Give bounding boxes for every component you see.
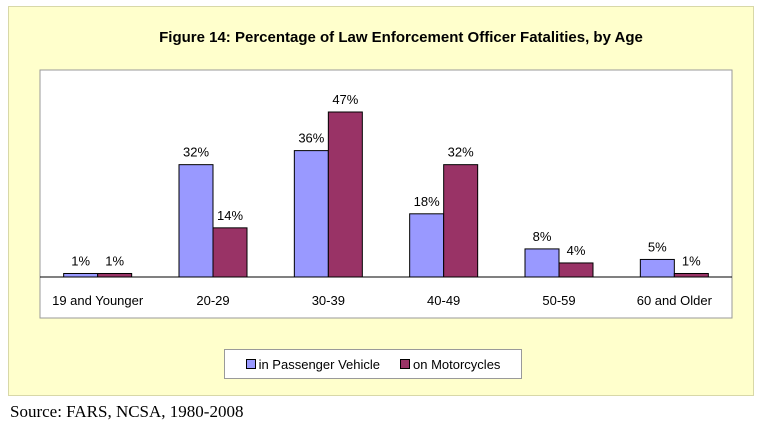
bar-motorcycles-0 — [97, 272, 133, 278]
chart-title: Figure 14: Percentage of Law Enforcement… — [159, 29, 643, 46]
bar-passenger-vehicle-4 — [524, 248, 560, 278]
data-label-motorcycles-2: 47% — [332, 92, 358, 107]
legend-swatch-motorcycles — [400, 359, 410, 369]
bar-motorcycles-2 — [327, 111, 363, 278]
data-label-passenger-vehicle-2: 36% — [298, 131, 324, 146]
bar-passenger-vehicle-5 — [639, 258, 675, 278]
source-note: Source: FARS, NCSA, 1980-2008 — [10, 402, 244, 421]
plot-area — [39, 69, 733, 319]
data-label-motorcycles-0: 1% — [105, 253, 124, 268]
bar-passenger-vehicle-0 — [63, 272, 99, 278]
x-tick-label-1: 20-29 — [196, 293, 229, 308]
bar-motorcycles-4 — [558, 262, 594, 278]
bar-passenger-vehicle-2 — [293, 150, 329, 278]
data-label-passenger-vehicle-3: 18% — [414, 194, 440, 209]
x-tick-label-2: 30-39 — [312, 293, 345, 308]
bar-passenger-vehicle-3 — [409, 213, 445, 278]
data-label-motorcycles-1: 14% — [217, 208, 243, 223]
bar-motorcycles-3 — [443, 164, 479, 278]
x-tick-label-4: 50-59 — [542, 293, 575, 308]
x-tick-label-3: 40-49 — [427, 293, 460, 308]
legend-swatch-passenger-vehicle — [245, 359, 256, 369]
bar-motorcycles-5 — [673, 272, 709, 278]
legend-item-motorcycles: on Motorcycles — [400, 357, 500, 372]
data-label-motorcycles-5: 1% — [682, 253, 701, 268]
data-label-passenger-vehicle-5: 5% — [648, 239, 667, 254]
data-label-motorcycles-4: 4% — [567, 243, 586, 258]
legend-item-passenger-vehicle: in Passenger Vehicle — [245, 356, 380, 372]
data-label-passenger-vehicle-4: 8% — [533, 229, 552, 244]
data-label-motorcycles-3: 32% — [448, 145, 474, 160]
data-label-passenger-vehicle-1: 32% — [183, 145, 209, 160]
x-tick-label-0: 19 and Younger — [52, 293, 144, 308]
bar-motorcycles-1 — [212, 227, 248, 278]
legend-label-motorcycles: on Motorcycles — [413, 356, 501, 372]
legend-label-passenger-vehicle: in Passenger Vehicle — [258, 356, 380, 372]
x-tick-label-5: 60 and Older — [637, 293, 713, 308]
bar-passenger-vehicle-1 — [178, 164, 214, 278]
data-label-passenger-vehicle-0: 1% — [71, 253, 90, 268]
chart-legend: in Passenger Vehicle on Motorcycles — [224, 349, 522, 379]
